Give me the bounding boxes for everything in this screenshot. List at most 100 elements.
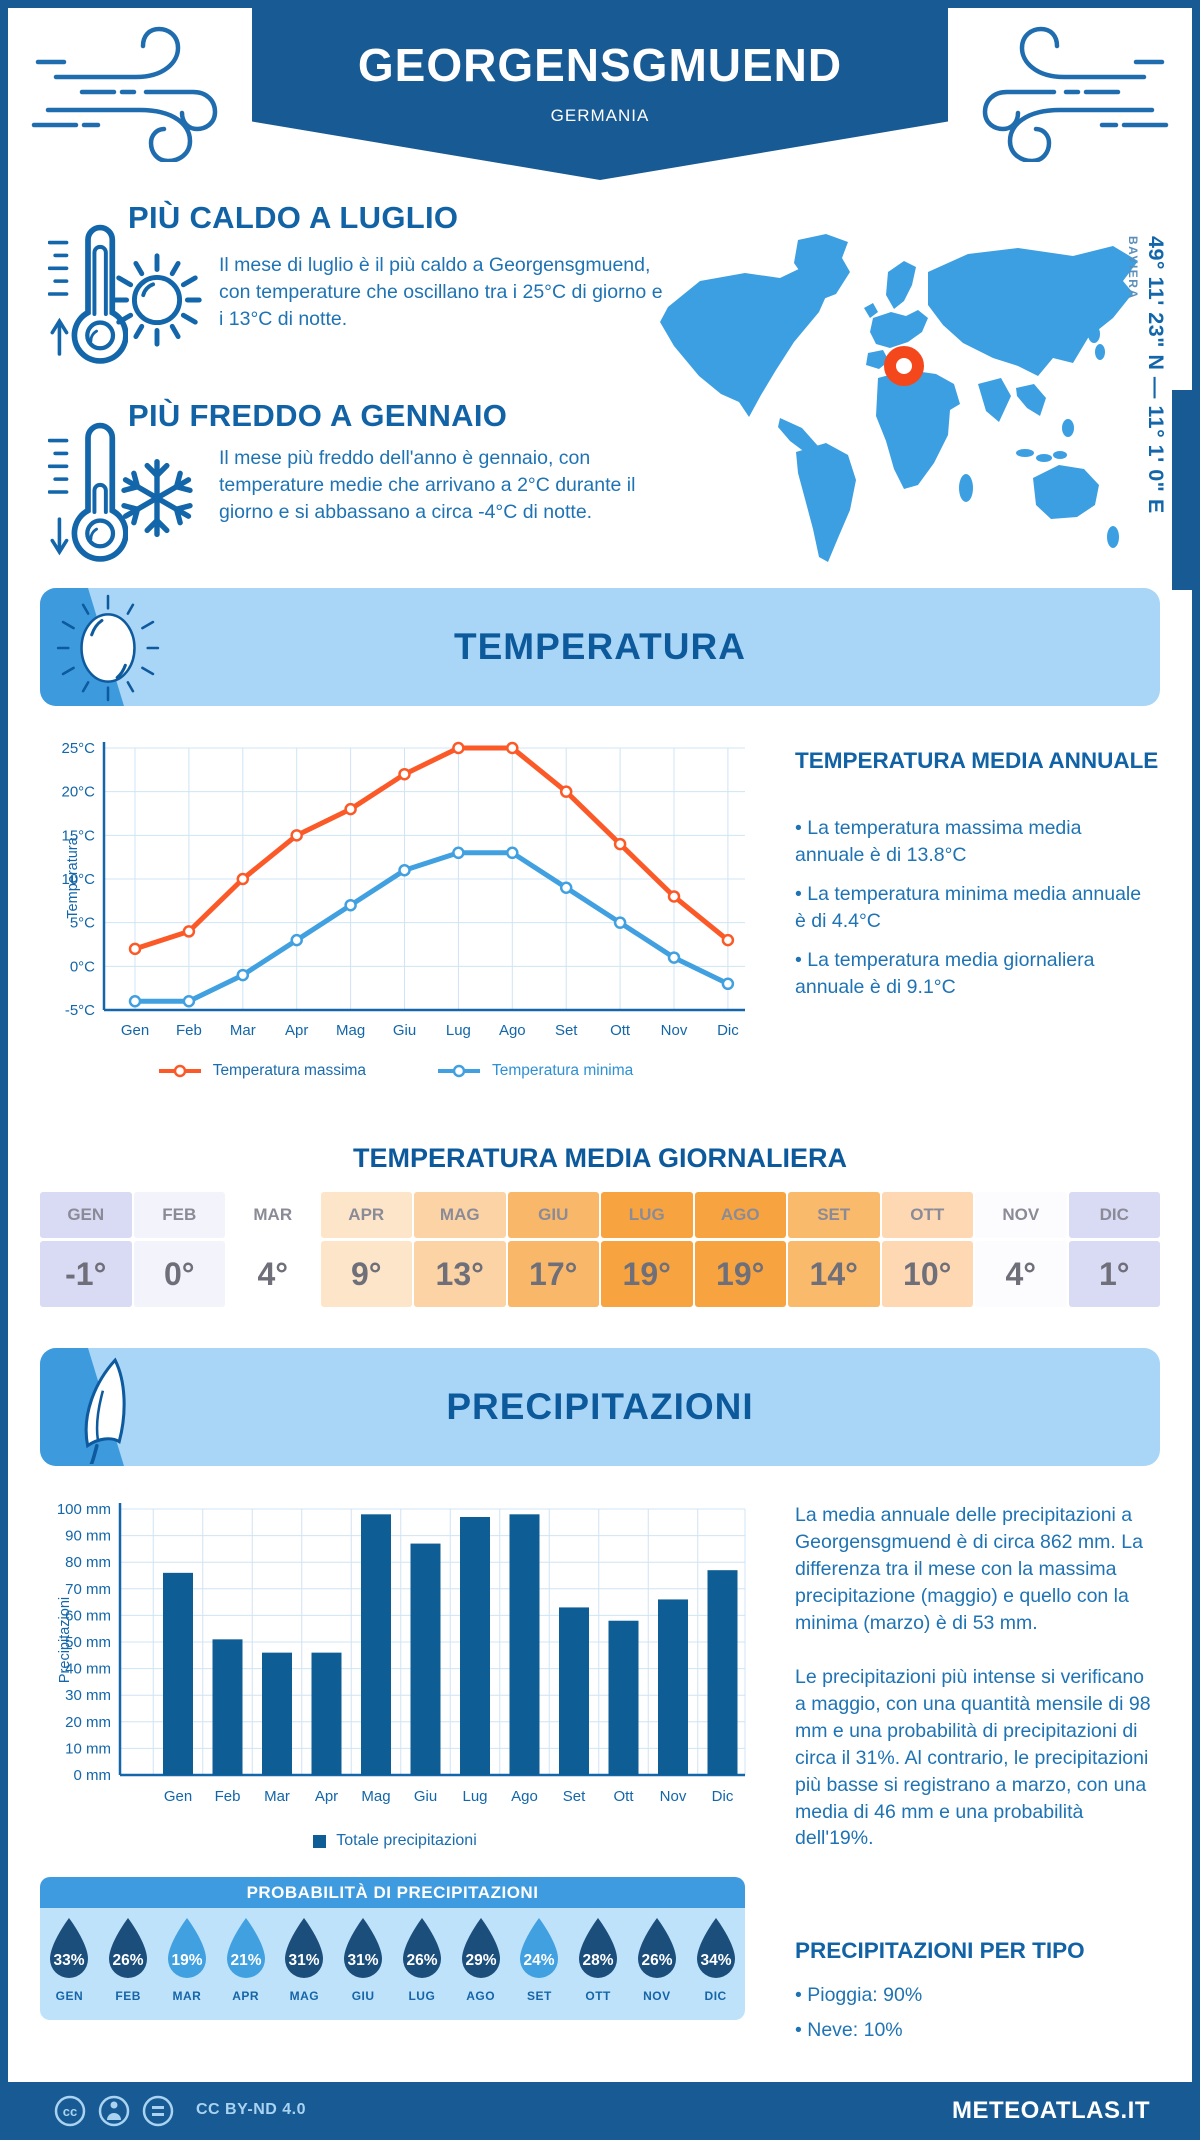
y-tick-label: 10 mm [65, 1740, 111, 1757]
bar [658, 1599, 688, 1775]
sun-icon [112, 253, 202, 347]
bar [163, 1572, 193, 1775]
data-point [182, 995, 196, 1008]
data-point [236, 872, 250, 886]
daily-table-value: 4° [975, 1241, 1067, 1307]
y-tick-label: 70 mm [65, 1581, 111, 1598]
data-point [344, 802, 357, 816]
daily-table-month: SET [788, 1192, 880, 1238]
region-label: BAVIERA [1126, 236, 1140, 300]
temperature-chart-legend: Temperatura massima Temperatura minima [40, 1062, 750, 1080]
series-line [132, 850, 731, 1004]
data-point [290, 933, 303, 947]
wind-icon [982, 26, 1169, 162]
droplet-month: AGO [466, 1989, 496, 2003]
license-label: CC BY-ND 4.0 [196, 2101, 307, 2118]
bar [707, 1570, 738, 1775]
x-tick-label: Mar [264, 1788, 290, 1805]
y-tick-label: -5°C [65, 1002, 95, 1019]
droplet-shape [109, 1918, 148, 1978]
bar [311, 1652, 342, 1775]
site-label: METEOATLAS.IT [951, 2097, 1150, 2124]
coordinates-accent-bar [1172, 390, 1192, 590]
bar [410, 1543, 441, 1775]
probability-droplet: 34% DIC [688, 1917, 744, 2003]
x-tick-label: Ott [610, 1022, 631, 1039]
x-tick-label: Ago [511, 1788, 538, 1805]
droplet-shape [696, 1918, 735, 1978]
data-point [667, 890, 681, 903]
hot-month-text: Il mese di luglio è il più caldo a Georg… [219, 254, 663, 330]
droplet-icon: 21% [226, 1918, 265, 1978]
x-tick-label: Lug [446, 1022, 471, 1039]
bar [460, 1516, 490, 1775]
droplet-month: NOV [643, 1989, 671, 2003]
probability-droplet: 28% OTT [570, 1917, 626, 2003]
droplet-icon: 26% [637, 1918, 676, 1978]
data-point [559, 785, 573, 798]
world-map [660, 234, 1138, 562]
probability-droplet: 29% AGO [453, 1917, 509, 2003]
droplet-shape [50, 1918, 89, 1978]
bar [361, 1514, 391, 1775]
x-tick-label: Ott [613, 1788, 634, 1805]
umbrella-icon [84, 1357, 126, 1464]
daily-table-month: APR [320, 1192, 412, 1238]
daily-temp-table: GEN FEB MAR APR MAG GIU LUG AGO SET OTT NOV DIC -1° 0… [40, 1192, 1160, 1307]
probability-droplet: 26% NOV [629, 1917, 685, 2003]
x-tick-label: Mar [230, 1022, 256, 1039]
daily-table-value: 19° [601, 1241, 693, 1307]
droplet-month: GEN [55, 1989, 84, 2003]
droplet-percent: 31% [348, 1952, 379, 1969]
droplet-shape [520, 1918, 559, 1978]
droplet-shape [402, 1918, 441, 1978]
legend-item: Totale precipitazioni [313, 1832, 477, 1850]
droplet-month: GIU [351, 1989, 375, 2003]
bar [559, 1607, 589, 1775]
daily-table-value: 13° [414, 1241, 506, 1307]
droplet-percent: 31% [289, 1952, 320, 1969]
coordinates-label: 49° 11' 23" N — 11° 1' 0" E [1144, 236, 1168, 514]
temperature-section-title: TEMPERATURA [454, 626, 746, 667]
y-tick-label: 25°C [61, 740, 95, 757]
droplet-icon: 28% [579, 1918, 618, 1978]
daily-table-value: 10° [881, 1241, 973, 1307]
data-point [398, 864, 411, 877]
x-tick-label: Dic [717, 1022, 739, 1039]
data-point [182, 925, 196, 938]
droplet-month: FEB [115, 1989, 141, 2003]
daily-table-month: GEN [40, 1192, 132, 1238]
daily-table-value: -1° [40, 1241, 132, 1307]
droplet-month: DIC [704, 1989, 727, 2003]
probability-title: PROBABILITÀ DI PRECIPITAZIONI [40, 1877, 745, 1908]
legend-marker [438, 1064, 481, 1078]
annual-temp-bullet: • La temperatura minima media annuale è … [795, 883, 1142, 932]
droplet-icon: 34% [696, 1918, 735, 1978]
annual-temp-title: TEMPERATURA MEDIA ANNUALE [795, 748, 1159, 773]
location-marker [884, 346, 924, 386]
precipitation-chart-legend: Totale precipitazioni [40, 1832, 750, 1850]
legend-item: Temperatura minima [436, 1062, 633, 1080]
legend-marker [158, 1064, 201, 1078]
droplet-month: MAG [289, 1989, 320, 2003]
thermometer-hot-icon [48, 224, 128, 364]
footer-bar: cc CC BY-ND 4.0 METEOATLAS.IT [0, 2082, 1200, 2140]
svg-text:cc: cc [63, 2104, 77, 2119]
daily-table-value: 1° [1068, 1241, 1160, 1307]
y-tick-label: 60 mm [65, 1607, 111, 1624]
x-tick-label: Giu [414, 1788, 437, 1805]
data-point [721, 933, 735, 947]
data-point [452, 846, 465, 860]
precip-paragraph: Le precipitazioni più intense si verific… [795, 1666, 1151, 1850]
droplet-icon: 33% [50, 1918, 89, 1978]
y-tick-label: 90 mm [65, 1528, 111, 1545]
precip-type-item: • Pioggia: 90% [795, 1984, 923, 2006]
droplet-icon: 26% [109, 1918, 148, 1978]
droplet-percent: 26% [406, 1952, 437, 1969]
daily-table-month: DIC [1068, 1192, 1160, 1238]
daily-table-month: FEB [133, 1192, 225, 1238]
data-point [613, 837, 627, 851]
series-line [132, 745, 731, 952]
data-point [344, 898, 357, 912]
